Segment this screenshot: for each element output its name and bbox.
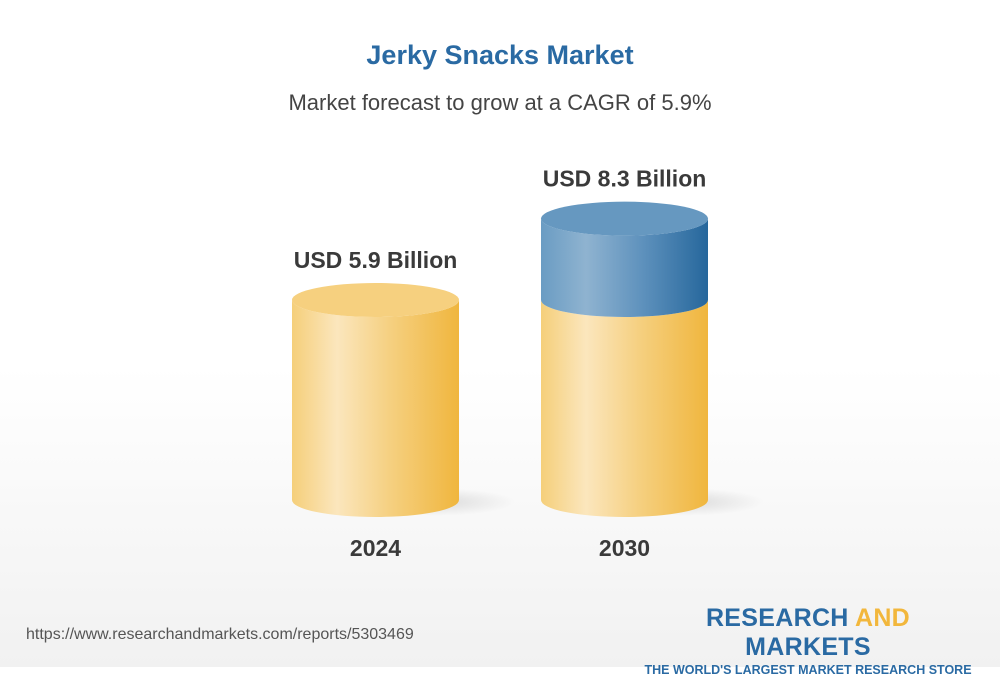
category-label: 2030 xyxy=(599,535,650,561)
chart-title: Jerky Snacks Market xyxy=(366,40,634,70)
research-and-markets-logo: RESEARCH AND MARKETS THE WORLD'S LARGEST… xyxy=(640,604,976,677)
bar-2024 xyxy=(292,300,460,517)
logo-tagline: THE WORLD'S LARGEST MARKET RESEARCH STOR… xyxy=(644,663,972,677)
data-label: USD 5.9 Billion xyxy=(294,247,458,273)
bar-base-2030 xyxy=(541,300,708,517)
data-label: USD 8.3 Billion xyxy=(543,166,707,192)
report-url[interactable]: https://www.researchandmarkets.com/repor… xyxy=(26,626,414,643)
cylinder-chart: USD 5.9 Billion 2024 USD 8.3 Billion 2030 xyxy=(292,166,765,561)
chart-subtitle: Market forecast to grow at a CAGR of 5.9… xyxy=(288,90,712,115)
bar-top-2024 xyxy=(292,283,459,317)
bar-growth-2030 xyxy=(541,218,708,317)
category-label: 2024 xyxy=(350,535,401,561)
bar-top-2030 xyxy=(541,201,708,236)
